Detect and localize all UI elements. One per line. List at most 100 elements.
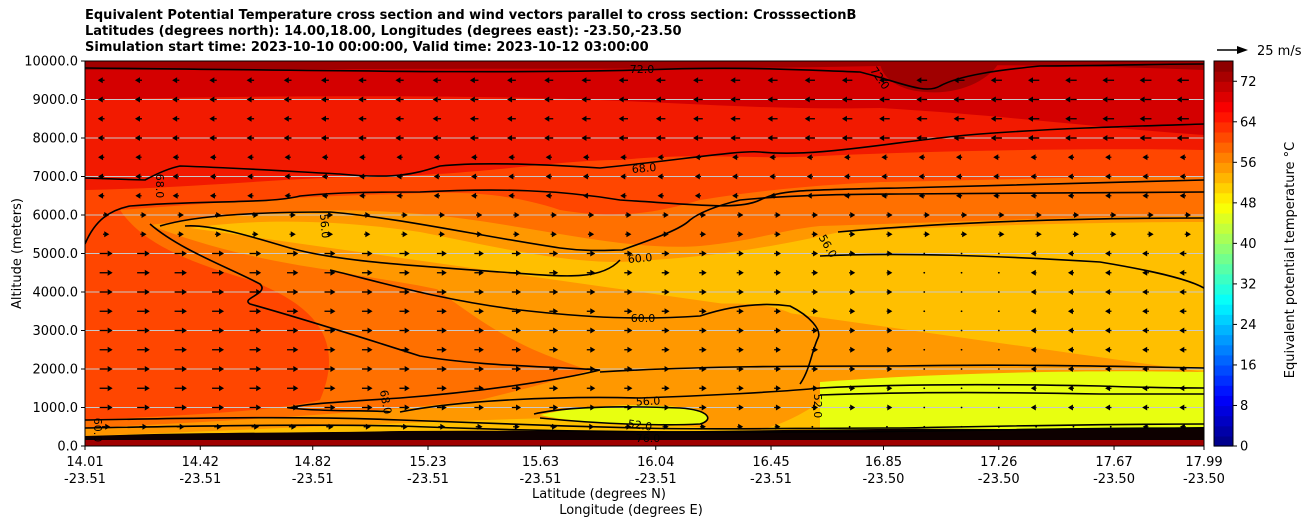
wind-vector [1030, 289, 1037, 295]
y-tick-label: 9000.0 [33, 93, 79, 108]
wind-vector [997, 368, 1000, 370]
wind-vector [474, 308, 484, 315]
wind-vector [287, 404, 299, 411]
wind-vector [699, 385, 707, 392]
wind-vector [1179, 346, 1187, 353]
wind-vector [361, 327, 373, 334]
wind-vector [990, 135, 1002, 141]
wind-vector [1105, 385, 1112, 392]
wind-vector [99, 269, 113, 276]
contour-56-low2 [399, 383, 1204, 413]
wind-vector [1072, 425, 1075, 428]
wind-vector [1147, 231, 1154, 238]
wind-vector [99, 385, 113, 392]
wind-vector [249, 308, 262, 315]
wind-vector [1030, 269, 1037, 276]
y-tick-label: 2000.0 [33, 363, 79, 378]
colorbar-segment [1214, 233, 1233, 244]
wind-vector [135, 154, 142, 161]
wind-vector [361, 308, 373, 315]
wind-vector [246, 96, 255, 103]
wind-vector [137, 308, 150, 315]
contour-label: 72.0 [630, 63, 655, 76]
wind-vector [174, 404, 187, 411]
wind-vector [620, 192, 627, 199]
wind-vector [886, 308, 893, 315]
wind-vector [433, 154, 440, 161]
wind-vector [618, 77, 629, 84]
wind-vector [1067, 308, 1074, 315]
wind-vector [172, 173, 179, 180]
wind-vector [624, 346, 633, 353]
wind-vector [586, 346, 596, 353]
contour-label: 60.0 [631, 312, 656, 325]
wind-vector [401, 423, 409, 430]
wind-vector [849, 308, 856, 315]
wind-vector [767, 77, 778, 84]
wind-vector [511, 250, 522, 257]
wind-vector [886, 250, 893, 257]
wind-vector [97, 96, 105, 103]
contour-68-line-lower [85, 179, 1204, 245]
colorbar-segment [1214, 354, 1233, 366]
wind-vector [923, 406, 926, 409]
wind-vector [1105, 269, 1112, 276]
wind-vector [1030, 327, 1037, 334]
wind-vector [246, 77, 255, 84]
wind-vector [1028, 77, 1040, 84]
contour-72-line [85, 63, 1204, 90]
wind-vector [283, 135, 292, 141]
wind-vector [736, 327, 744, 334]
x-tick-label-lon: -23.51 [407, 472, 449, 487]
wind-vector [849, 346, 856, 353]
wind-vector [549, 308, 559, 315]
wind-vector [544, 77, 554, 84]
wind-vector [321, 135, 329, 141]
y-tick-label: 4000.0 [33, 286, 79, 301]
wind-vector [586, 250, 596, 257]
wind-vector [544, 96, 554, 103]
wind-vector [174, 366, 187, 372]
colorbar-tick-label: 16 [1240, 358, 1257, 373]
wind-vector [436, 346, 447, 353]
colorbar-segment [1214, 182, 1233, 194]
wind-vector [1035, 212, 1042, 218]
wind-vector [103, 212, 110, 218]
wind-vector [511, 327, 522, 334]
wind-vector [1067, 173, 1075, 180]
wind-vector [582, 154, 590, 161]
wind-vector [401, 231, 408, 238]
wind-vector [97, 77, 105, 84]
wind-vector [624, 327, 633, 334]
wind-vector [474, 289, 484, 295]
colorbar-tick-label: 64 [1240, 115, 1257, 130]
wind-vector [737, 212, 744, 218]
wind-vector [469, 77, 479, 84]
wind-vector [174, 289, 187, 295]
wind-vector [287, 289, 299, 295]
wind-vector [661, 327, 670, 334]
wind-vector [849, 250, 856, 257]
wind-vector [693, 96, 703, 103]
wind-vector [247, 154, 254, 161]
fill-mid-inner [400, 260, 820, 383]
fill-lowest [820, 371, 1204, 432]
wind-vector [849, 404, 856, 411]
colorbar-tick-label: 24 [1240, 318, 1257, 333]
wind-vector [137, 327, 150, 334]
wind-vector [545, 192, 552, 199]
wind-vector [699, 327, 707, 334]
wind-vector [1142, 404, 1149, 411]
wind-vector [137, 404, 150, 411]
wind-vector [990, 115, 1002, 122]
colorbar-segment [1214, 283, 1233, 295]
wind-vector [549, 289, 559, 295]
wind-vector [923, 368, 926, 370]
wind-vector [774, 212, 781, 218]
contour-label: 76.0 [636, 432, 661, 445]
colorbar-segment [1214, 344, 1233, 356]
wind-vector [953, 115, 965, 122]
wind-vector [811, 385, 819, 392]
wind-vector [804, 135, 815, 141]
